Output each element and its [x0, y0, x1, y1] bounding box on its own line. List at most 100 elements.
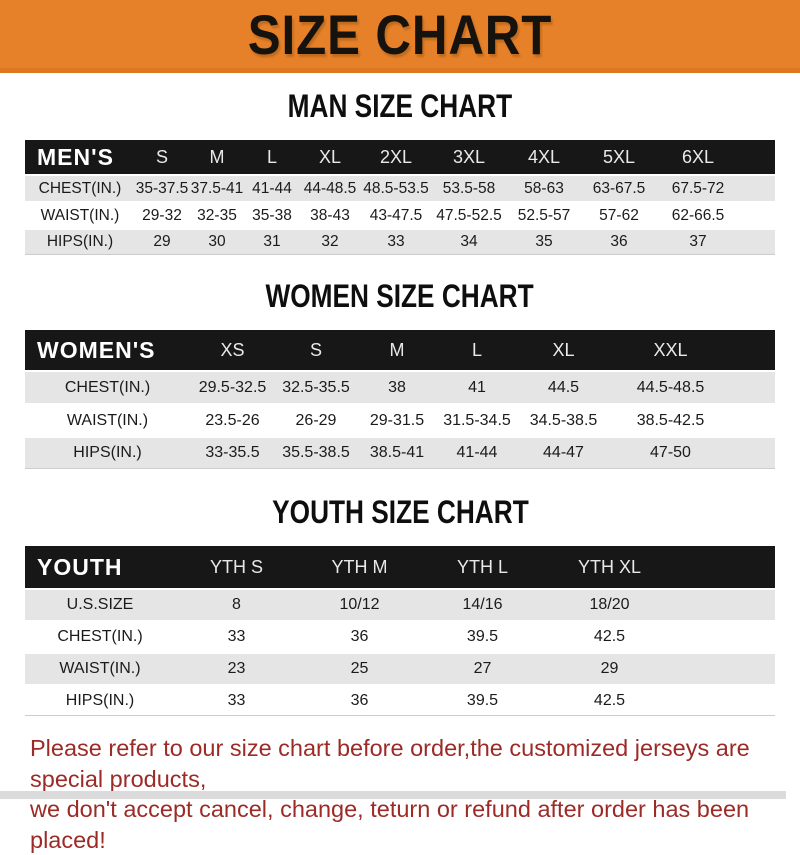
- table-cell: 44-48.5: [299, 176, 361, 201]
- table-cell: 36: [298, 686, 421, 716]
- table-cell: 42.5: [544, 686, 775, 716]
- table-cell: 63-67.5: [581, 176, 657, 201]
- row-label: WAIST(IN.): [66, 411, 149, 429]
- row-label: HIPS(IN.): [25, 438, 190, 469]
- table-cell: 58-63: [507, 176, 581, 201]
- table-row: WAIST(IN.) 29-32 32-35 35-38 38-43 43-47…: [25, 203, 775, 228]
- column-header: S: [155, 146, 168, 167]
- table-cell: 44.5-48.5: [610, 372, 775, 403]
- column-header: XS: [220, 339, 245, 360]
- mens-size-table: MEN'S S M L XL 2XL 3XL 4XL 5XL 6XL CHEST…: [25, 138, 775, 257]
- table-cell: 30: [189, 230, 245, 255]
- table-cell: 8: [175, 590, 298, 620]
- table-cell: 27: [421, 654, 544, 684]
- table-cell: 39.5: [466, 628, 499, 645]
- table-cell: 32.5-35.5: [275, 372, 357, 403]
- row-label: HIPS(IN.): [25, 230, 135, 255]
- table-header-row: MEN'S S M L XL 2XL 3XL 4XL 5XL 6XL: [25, 140, 775, 174]
- womens-size-table: WOMEN'S XS S M L XL XXL CHEST(IN.) 29.5-…: [25, 328, 775, 471]
- column-header: 6XL: [681, 146, 715, 167]
- table-cell: 35-38: [252, 206, 292, 224]
- table-cell: 39.5: [421, 686, 544, 716]
- column-header: YTH XL: [577, 556, 642, 577]
- table-cell: 32-35: [197, 206, 237, 224]
- table-cell: 25: [298, 654, 421, 684]
- table-cell: 57-62: [599, 206, 639, 224]
- table-cell: 41: [437, 372, 517, 403]
- table-row: CHEST(IN.) 35-37.5 37.5-41 41-44 44-48.5…: [25, 176, 775, 201]
- table-row: U.S.SIZE 8 10/12 14/16 18/20: [25, 590, 775, 620]
- table-row: HIPS(IN.) 33-35.5 35.5-38.5 38.5-41 41-4…: [25, 438, 775, 469]
- row-label: HIPS(IN.): [25, 686, 175, 716]
- table-cell: 34.5-38.5: [529, 411, 598, 429]
- table-cell: 14/16: [421, 590, 544, 620]
- row-label: WAIST(IN.): [40, 206, 120, 224]
- table-header-row: YOUTH YTH S YTH M YTH L YTH XL: [25, 546, 775, 588]
- column-header: L: [471, 339, 482, 360]
- table-cell: 33-35.5: [190, 438, 275, 469]
- section-heading-youth: YOUTH SIZE CHART: [0, 493, 800, 531]
- table-cell: 36: [581, 230, 657, 255]
- column-header: XL: [552, 339, 575, 360]
- table-cell: 37: [657, 230, 775, 255]
- table-cell: 29-31.5: [369, 411, 425, 429]
- section-heading-women: WOMEN SIZE CHART: [0, 277, 800, 315]
- table-cell: 38-43: [310, 206, 350, 224]
- row-label: U.S.SIZE: [25, 590, 175, 620]
- table-cell: 33: [227, 628, 246, 645]
- table-cell: 29: [544, 654, 775, 684]
- table-cell: 53.5-58: [431, 176, 507, 201]
- table-row: WAIST(IN.) 23.5-26 26-29 29-31.5 31.5-34…: [25, 405, 775, 436]
- footer-line1: Please refer to our size chart before or…: [30, 735, 750, 792]
- table-cell: 38.5-41: [357, 438, 437, 469]
- table-cell: 26-29: [295, 411, 337, 429]
- table-cell: 44-47: [517, 438, 610, 469]
- table-title-cell: WOMEN'S: [37, 336, 156, 363]
- table-cell: 31.5-34.5: [443, 411, 511, 429]
- table-cell: 10/12: [298, 590, 421, 620]
- youth-size-table: YOUTH YTH S YTH M YTH L YTH XL U.S.SIZE …: [25, 544, 775, 718]
- column-header: YTH L: [456, 556, 508, 577]
- column-header: 5XL: [602, 146, 636, 167]
- table-cell: 35-37.5: [135, 176, 189, 201]
- table-cell: 52.5-57: [517, 206, 571, 224]
- table-title-cell: YOUTH: [37, 553, 123, 580]
- column-header: 4XL: [527, 146, 561, 167]
- table-row: CHEST(IN.) 29.5-32.5 32.5-35.5 38 41 44.…: [25, 372, 775, 403]
- table-cell: 23.5-26: [205, 411, 260, 429]
- row-label: CHEST(IN.): [25, 176, 135, 201]
- table-cell: 32: [299, 230, 361, 255]
- row-label: CHEST(IN.): [57, 628, 143, 645]
- column-header: S: [309, 339, 322, 360]
- section-heading-men: MAN SIZE CHART: [0, 87, 800, 125]
- column-header: L: [266, 146, 277, 167]
- table-cell: 47.5-52.5: [436, 206, 502, 224]
- table-cell: 48.5-53.5: [361, 176, 431, 201]
- table-cell: 23: [175, 654, 298, 684]
- table-row: CHEST(IN.) 33 36 39.5 42.5: [25, 622, 775, 652]
- table-cell: 33: [361, 230, 431, 255]
- table-row: WAIST(IN.) 23 25 27 29: [25, 654, 775, 684]
- column-header: XXL: [653, 339, 688, 360]
- column-header: 3XL: [452, 146, 486, 167]
- section-heading-youth-text: YOUTH SIZE CHART: [271, 494, 529, 530]
- size-chart-banner: SIZE CHART: [0, 0, 800, 73]
- table-cell: 36: [350, 628, 369, 645]
- table-cell: 37.5-41: [189, 176, 245, 201]
- bottom-edge-strip: [0, 791, 786, 799]
- column-header: YTH S: [209, 556, 263, 577]
- row-label: CHEST(IN.): [25, 372, 190, 403]
- table-cell: 35.5-38.5: [275, 438, 357, 469]
- table-cell: 29-32: [142, 206, 182, 224]
- column-header: M: [389, 339, 405, 360]
- table-cell: 35: [507, 230, 581, 255]
- table-cell: 29: [135, 230, 189, 255]
- section-heading-men-text: MAN SIZE CHART: [287, 88, 513, 124]
- row-label: WAIST(IN.): [25, 654, 175, 684]
- table-cell: 38: [357, 372, 437, 403]
- table-cell: 47-50: [610, 438, 775, 469]
- table-cell: 43-47.5: [369, 206, 423, 224]
- table-cell: 33: [175, 686, 298, 716]
- table-row: HIPS(IN.) 29 30 31 32 33 34 35 36 37: [25, 230, 775, 255]
- table-row: HIPS(IN.) 33 36 39.5 42.5: [25, 686, 775, 716]
